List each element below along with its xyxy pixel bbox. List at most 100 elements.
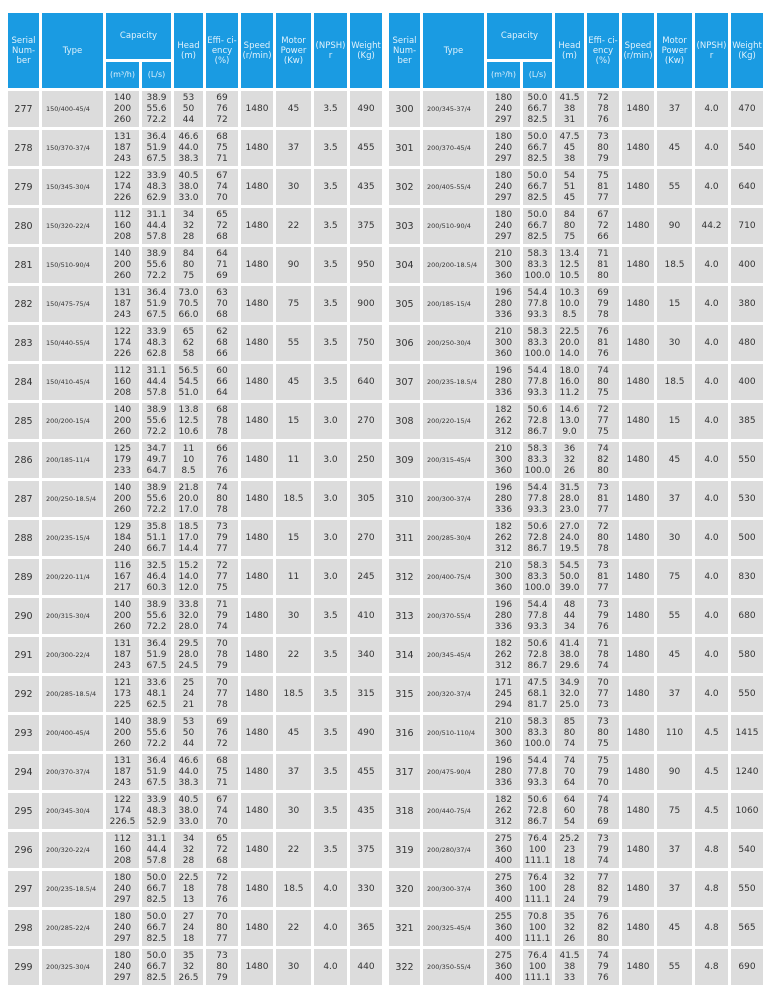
capacity-ls-cell-value: 100 xyxy=(528,961,547,972)
efficiency-cell: 65 72 68 xyxy=(206,208,238,244)
capacity-m3h-cell-value: 210 xyxy=(494,248,513,259)
motor-power-cell: 18.5 xyxy=(657,247,692,283)
efficiency-cell-value: 79 xyxy=(597,153,609,164)
capacity-m3h-cell: 275 360 400 xyxy=(487,949,520,985)
serial-number-cell: 322 xyxy=(389,949,420,985)
efficiency-cell-value: 68 xyxy=(216,855,228,866)
type-cell: 200/400-45/4 xyxy=(42,715,103,751)
capacity-ls-cell-value: 66.7 xyxy=(527,181,548,192)
serial-number-cell: 286 xyxy=(8,442,39,478)
head-cell-value: 21 xyxy=(182,699,195,710)
table-row: 293 200/400-45/4 140 200 260 38.9 55.6 72.2 53 50… xyxy=(8,715,382,751)
type-cell: 200/300-37/4 xyxy=(423,871,484,907)
motor-power-cell: 30 xyxy=(276,949,311,985)
capacity-ls-cell-value: 111.1 xyxy=(524,933,551,944)
motor-power-cell: 90 xyxy=(657,208,692,244)
npshr-cell: 4.8 xyxy=(695,910,728,946)
head-cell-value: 50.0 xyxy=(559,571,580,582)
capacity-m3h-cell-value: 297 xyxy=(494,231,513,242)
weight-cell: 1240 xyxy=(731,754,763,790)
table-row: 290 200/315-30/4 140 200 260 38.9 55.6 72.2 33.8… xyxy=(8,598,382,634)
efficiency-cell-value: 71 xyxy=(216,599,228,610)
head-cell-value: 24.0 xyxy=(559,532,580,543)
efficiency-cell-value: 79 xyxy=(216,532,228,543)
head-cell-value: 20.0 xyxy=(178,493,199,504)
head-cell: 25.2 23 18 xyxy=(555,832,584,868)
speed-cell: 1480 xyxy=(241,559,273,595)
capacity-m3h-cell-value: 360 xyxy=(494,738,513,749)
weight-cell: 385 xyxy=(731,403,763,439)
speed-cell: 1480 xyxy=(622,286,654,322)
capacity-ls-cell-value: 93.3 xyxy=(527,777,548,788)
serial-number-cell: 306 xyxy=(389,325,420,361)
capacity-m3h-cell-value: 260 xyxy=(113,738,132,749)
head-cell-value: 28 xyxy=(182,231,195,242)
serial-number-cell: 298 xyxy=(8,910,39,946)
speed-cell: 1480 xyxy=(622,208,654,244)
npshr-cell: 3.5 xyxy=(314,715,347,751)
head-cell-value: 58 xyxy=(182,348,195,359)
serial-number-cell: 316 xyxy=(389,715,420,751)
efficiency-cell: 76 82 80 xyxy=(587,910,619,946)
weight-cell: 270 xyxy=(350,403,382,439)
capacity-m3h-cell: 140 200 260 xyxy=(106,598,139,634)
efficiency-cell-value: 81 xyxy=(597,181,609,192)
head-cell-value: 13.0 xyxy=(559,415,580,426)
head-cell: 34.9 32.0 25.0 xyxy=(555,676,584,712)
efficiency-cell: 68 75 71 xyxy=(206,754,238,790)
header-efficiency: Effi- ci-ency (%) xyxy=(206,13,238,88)
table-row: 295 200/345-30/4 122 174 226.5 33.9 48.3 52.9 40… xyxy=(8,793,382,829)
head-cell-value: 8.5 xyxy=(562,309,577,320)
capacity-ls-cell-value: 50.6 xyxy=(527,638,548,649)
head-cell: 31.5 28.0 23.0 xyxy=(555,481,584,517)
capacity-ls-cell: 36.4 51.9 67.5 xyxy=(142,286,171,322)
head-cell-value: 18 xyxy=(563,855,576,866)
header-head: Head (m) xyxy=(555,13,584,88)
head-cell: 64 60 54 xyxy=(555,793,584,829)
capacity-ls-cell: 38.9 55.6 72.2 xyxy=(142,247,171,283)
efficiency-cell-value: 68 xyxy=(216,404,228,415)
capacity-ls-cell-value: 57.8 xyxy=(146,387,167,398)
speed-cell: 1480 xyxy=(622,715,654,751)
type-cell: 200/200-15/4 xyxy=(42,403,103,439)
capacity-m3h-cell-value: 297 xyxy=(494,192,513,203)
efficiency-cell-value: 65 xyxy=(216,209,228,220)
efficiency-cell-value: 71 xyxy=(597,248,609,259)
capacity-ls-cell-value: 50.6 xyxy=(527,521,548,532)
capacity-m3h-cell-value: 240 xyxy=(494,181,513,192)
efficiency-cell-value: 68 xyxy=(216,231,228,242)
efficiency-cell-value: 65 xyxy=(216,833,228,844)
capacity-ls-cell-value: 50.6 xyxy=(527,794,548,805)
head-cell-value: 22.5 xyxy=(178,872,199,883)
capacity-ls-cell-value: 33.6 xyxy=(146,677,167,688)
head-cell: 22.5 18 13 xyxy=(174,871,203,907)
capacity-m3h-cell-value: 275 xyxy=(494,950,513,961)
efficiency-cell-value: 73 xyxy=(597,482,609,493)
head-cell-value: 25 xyxy=(182,677,195,688)
efficiency-cell-value: 78 xyxy=(216,504,228,515)
capacity-m3h-cell-value: 200 xyxy=(113,103,132,114)
weight-cell: 480 xyxy=(731,325,763,361)
capacity-m3h-cell-value: 240 xyxy=(113,543,132,554)
motor-power-cell: 45 xyxy=(276,91,311,127)
efficiency-cell-value: 75 xyxy=(597,755,609,766)
capacity-ls-cell-value: 38.9 xyxy=(146,92,167,103)
motor-power-cell: 22 xyxy=(276,637,311,673)
capacity-ls-cell: 38.9 55.6 72.2 xyxy=(142,403,171,439)
head-cell: 54 51 45 xyxy=(555,169,584,205)
motor-power-cell: 90 xyxy=(276,247,311,283)
efficiency-cell-value: 74 xyxy=(597,365,609,376)
capacity-ls-cell-value: 86.7 xyxy=(527,816,548,827)
capacity-ls-cell-value: 100.0 xyxy=(524,582,551,593)
capacity-m3h-cell: 131 187 243 xyxy=(106,286,139,322)
table-row: 322 200/350-55/4 275 360 400 76.4 100 111.1 41.5… xyxy=(389,949,763,985)
head-cell-value: 32 xyxy=(182,844,195,855)
capacity-m3h-cell: 140 200 260 xyxy=(106,91,139,127)
speed-cell: 1480 xyxy=(241,715,273,751)
efficiency-cell-value: 72 xyxy=(597,404,609,415)
serial-number-cell: 297 xyxy=(8,871,39,907)
capacity-ls-cell-value: 55.6 xyxy=(146,493,167,504)
head-cell: 84 80 75 xyxy=(555,208,584,244)
efficiency-cell-value: 77 xyxy=(597,582,609,593)
type-cell: 200/235-18.5/4 xyxy=(42,871,103,907)
